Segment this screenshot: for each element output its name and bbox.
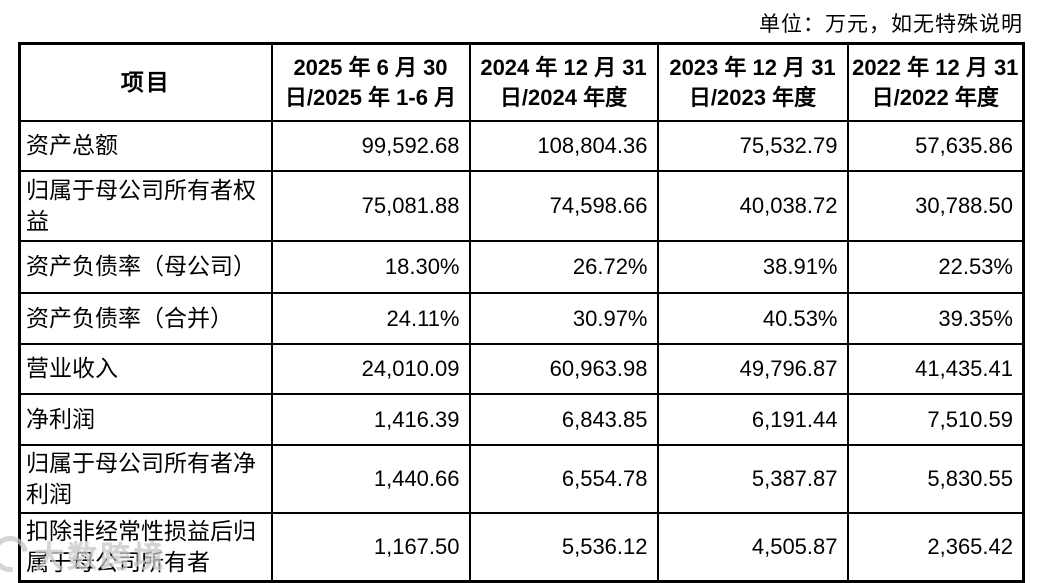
table-row: 净利润 1,416.39 6,843.85 6,191.44 7,510.59 [18, 393, 1025, 446]
cell-value: 6,191.44 [656, 393, 849, 446]
cell-value: 41,435.41 [846, 343, 1025, 395]
row-label: 资产负债率（母公司） [18, 240, 273, 294]
table-row: 扣除非经常性损益后归属于母公司所有者 1,167.50 5,536.12 4,5… [18, 512, 1025, 583]
cell-value: 30,788.50 [846, 170, 1025, 242]
cell-value: 24.11% [270, 292, 471, 345]
cell-value: 30.97% [468, 292, 659, 345]
cell-value: 1,440.66 [270, 443, 471, 515]
column-header-item: 项目 [18, 42, 273, 122]
cell-value: 7,510.59 [846, 393, 1025, 446]
cell-value: 108,804.36 [468, 120, 659, 172]
cell-value: 60,963.98 [468, 343, 659, 395]
row-label: 归属于母公司所有者净利润 [18, 443, 273, 515]
row-label: 净利润 [18, 393, 273, 446]
cell-value: 40.53% [656, 292, 849, 345]
cell-value: 1,167.50 [270, 512, 471, 583]
cell-value: 26.72% [468, 240, 659, 294]
cell-value: 4,505.87 [656, 512, 849, 583]
cell-value: 39.35% [846, 292, 1025, 345]
row-label: 扣除非经常性损益后归属于母公司所有者 [18, 512, 273, 583]
cell-value: 5,387.87 [656, 443, 849, 515]
unit-note: 单位：万元，如无特殊说明 [759, 12, 1023, 36]
row-label: 营业收入 [18, 343, 273, 395]
cell-value: 99,592.68 [270, 120, 471, 172]
cell-value: 5,830.55 [846, 443, 1025, 515]
table-row: 资产负债率（母公司） 18.30% 26.72% 38.91% 22.53% [18, 240, 1025, 294]
table-row: 资产负债率（合并） 24.11% 30.97% 40.53% 39.35% [18, 292, 1025, 345]
cell-value: 6,843.85 [468, 393, 659, 446]
column-header-2022: 2022 年 12 月 31 日/2022 年度 [846, 42, 1025, 122]
table-row: 归属于母公司所有者净利润 1,440.66 6,554.78 5,387.87 … [18, 443, 1025, 515]
cell-value: 6,554.78 [468, 443, 659, 515]
column-header-2024: 2024 年 12 月 31 日/2024 年度 [468, 42, 659, 122]
cell-value: 18.30% [270, 240, 471, 294]
column-header-2025: 2025 年 6 月 30 日/2025 年 1-6 月 [270, 42, 471, 122]
row-label: 归属于母公司所有者权益 [18, 170, 273, 242]
cell-value: 5,536.12 [468, 512, 659, 583]
cell-value: 40,038.72 [656, 170, 849, 242]
table-row: 营业收入 24,010.09 60,963.98 49,796.87 41,43… [18, 343, 1025, 395]
column-header-2023: 2023 年 12 月 31 日/2023 年度 [656, 42, 849, 122]
cell-value: 57,635.86 [846, 120, 1025, 172]
cell-value: 49,796.87 [656, 343, 849, 395]
table-row: 资产总额 99,592.68 108,804.36 75,532.79 57,6… [18, 120, 1025, 172]
cell-value: 2,365.42 [846, 512, 1025, 583]
row-label: 资产总额 [18, 120, 273, 172]
header-row: 项目 2025 年 6 月 30 日/2025 年 1-6 月 2024 年 1… [18, 42, 1025, 122]
cell-value: 75,081.88 [270, 170, 471, 242]
cell-value: 74,598.66 [468, 170, 659, 242]
cell-value: 1,416.39 [270, 393, 471, 446]
cell-value: 38.91% [656, 240, 849, 294]
row-label: 资产负债率（合并） [18, 292, 273, 345]
cell-value: 75,532.79 [656, 120, 849, 172]
table-row: 归属于母公司所有者权益 75,081.88 74,598.66 40,038.7… [18, 170, 1025, 242]
cell-value: 22.53% [846, 240, 1025, 294]
cell-value: 24,010.09 [270, 343, 471, 395]
financial-summary-table: 项目 2025 年 6 月 30 日/2025 年 1-6 月 2024 年 1… [18, 42, 1025, 583]
